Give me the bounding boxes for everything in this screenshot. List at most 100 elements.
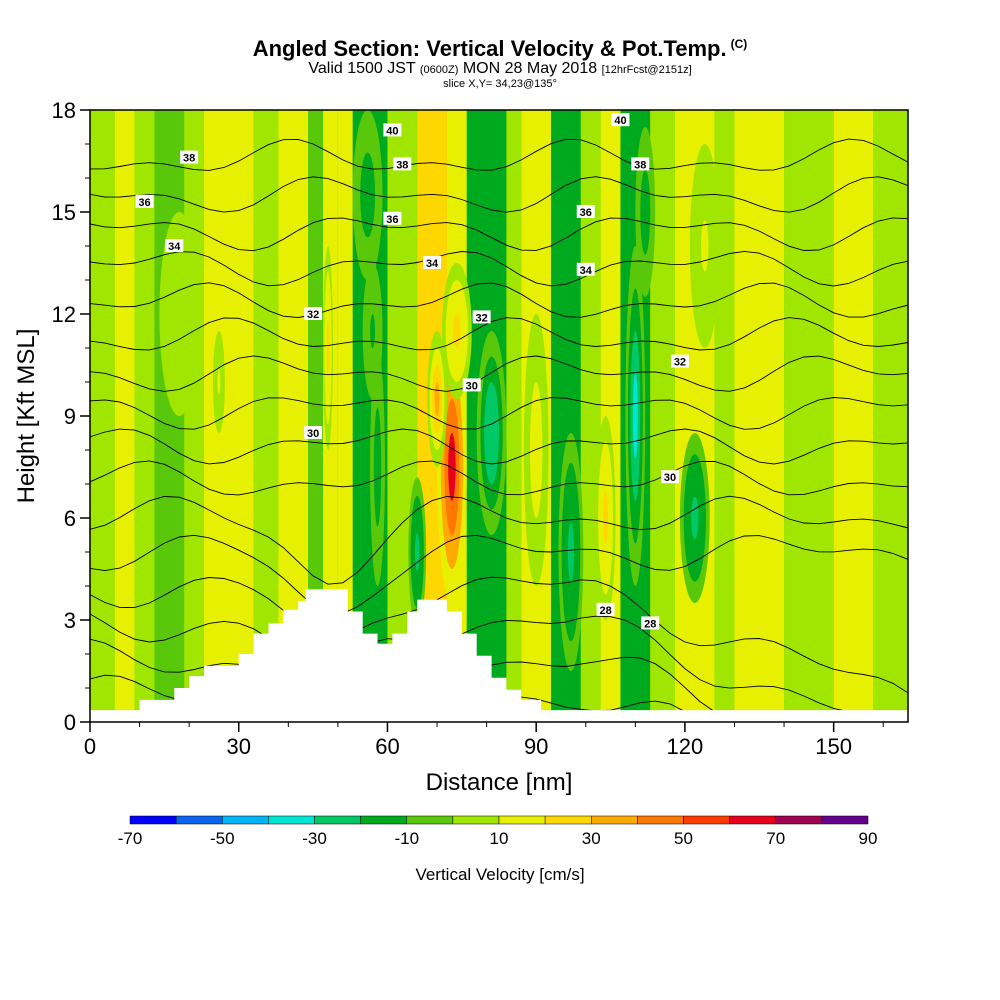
- velocity-cell: [567, 522, 574, 582]
- contour-label-text: 38: [183, 153, 195, 165]
- velocity-band: [204, 110, 254, 722]
- contour-label-bg: [383, 123, 402, 137]
- colorbar-swatch: [498, 815, 546, 825]
- theta-contour: [90, 355, 908, 392]
- contour-label-bg: [576, 205, 595, 218]
- theta-contour: [90, 613, 908, 713]
- contour-label: 30: [661, 470, 680, 484]
- contour-label: 40: [611, 113, 630, 127]
- theta-contours: [90, 138, 908, 713]
- theta-contour: [90, 428, 908, 465]
- contour-label-text: 40: [386, 125, 398, 137]
- contour-label-bg: [596, 602, 615, 616]
- y-tick-label: 9: [64, 404, 76, 429]
- velocity-cell: [363, 173, 372, 217]
- chart-title-text: Angled Section: Vertical Velocity & Pot.…: [252, 36, 727, 61]
- colorbar-title: Vertical Velocity [cm/s]: [415, 865, 584, 884]
- theta-contour: [90, 250, 908, 287]
- colorbar-swatch: [821, 815, 869, 825]
- theta-contour: [90, 495, 908, 585]
- velocity-cell: [533, 416, 540, 484]
- slice-label: slice X,Y= 34,23@135°: [443, 78, 557, 90]
- contour-label: 28: [641, 616, 660, 630]
- contour-label-bg: [670, 354, 689, 368]
- theta-contour: [90, 576, 908, 694]
- contour-label-text: 36: [138, 197, 150, 209]
- contour-labels: 40 40 38 38 38 36 36 36 34 34 34 32 32 32 30 30 30 28 28: [135, 113, 689, 630]
- velocity-band: [114, 110, 135, 722]
- x-tick-label: 60: [375, 734, 399, 759]
- x-tick-label: 30: [226, 734, 250, 759]
- velocity-cell: [448, 433, 456, 501]
- colorbar-swatch: [591, 815, 638, 825]
- colorbar-swatch: [452, 815, 500, 825]
- colorbar-tick-label: -50: [210, 829, 235, 848]
- contour-label: 36: [576, 205, 595, 219]
- contour-label-text: 38: [634, 159, 646, 171]
- contour-label-text: 30: [664, 472, 676, 484]
- terrain: [90, 589, 908, 722]
- colorbar-swatch: [406, 815, 454, 825]
- subtitle-valid: Valid 1500 JST: [308, 60, 416, 77]
- colorbar-swatch: [268, 815, 315, 825]
- velocity-cell: [701, 220, 709, 272]
- colorbar-swatch: [129, 815, 177, 825]
- colorbar-tick-label: 30: [582, 829, 601, 848]
- velocity-band: [134, 110, 155, 722]
- contour-label-text: 30: [307, 428, 319, 440]
- theta-contour: [90, 534, 908, 614]
- contour-label: 36: [383, 211, 402, 226]
- colorbar-tick-label: -70: [118, 829, 143, 848]
- theta-contour: [90, 176, 908, 213]
- contour-label: 34: [423, 256, 442, 270]
- velocity-cell: [691, 496, 699, 540]
- contour-label-bg: [641, 616, 660, 630]
- velocity-cell: [453, 314, 461, 348]
- contour-label-text: 36: [580, 207, 592, 219]
- colorbar-tick-label: 50: [674, 829, 693, 848]
- contour-label-text: 28: [599, 605, 611, 617]
- velocity-cell: [632, 373, 638, 459]
- contour-label-bg: [135, 194, 154, 208]
- contour-label-bg: [631, 157, 650, 171]
- x-tick-label: 120: [667, 734, 704, 759]
- y-tick-label: 0: [64, 710, 76, 735]
- contour-label: 38: [393, 157, 412, 171]
- plot-area: 40 40 38 38 38 36 36 36 34 34 34 32 32 32 30 30 30 28 28: [89, 109, 909, 723]
- contour-label-bg: [304, 426, 323, 439]
- y-axis-title: Height [Kft MSL]: [13, 329, 40, 504]
- velocity-band: [308, 110, 324, 722]
- contour-label-bg: [661, 470, 680, 484]
- colorbar-swatch: [683, 815, 730, 825]
- y-tick-label: 15: [52, 200, 76, 225]
- y-tick-label: 12: [52, 302, 76, 327]
- contour-label: 32: [304, 307, 323, 321]
- contour-label: 30: [462, 378, 481, 392]
- velocity-cell: [434, 382, 440, 416]
- x-tick-label: 0: [84, 734, 96, 759]
- colorbar-swatch: [775, 815, 823, 825]
- title-mark: (C): [730, 36, 748, 51]
- contour-label: 38: [180, 150, 199, 165]
- velocity-band: [784, 110, 834, 722]
- x-axis: 0 30 60 90 120 150: [84, 722, 884, 759]
- contour-label: 34: [576, 262, 595, 277]
- chart-subtitle: Valid 1500 JST (0600Z) MON 28 May 2018 […: [0, 60, 1000, 78]
- contour-label-bg: [165, 239, 184, 252]
- velocity-cell: [642, 190, 648, 234]
- contour-label-bg: [462, 378, 481, 392]
- theta-contour: [90, 282, 908, 318]
- contour-label-text: 28: [644, 618, 656, 630]
- contour-label: 32: [670, 354, 689, 369]
- colorbar-swatch: [729, 815, 776, 825]
- velocity-band: [580, 110, 601, 722]
- x-axis-title: Distance [nm]: [426, 769, 573, 796]
- contour-label-bg: [383, 211, 402, 225]
- colorbar-swatch: [637, 815, 684, 825]
- colorbar-tick-label: 90: [859, 829, 878, 848]
- theta-contour: [90, 397, 908, 430]
- contour-label-bg: [576, 262, 595, 276]
- colorbar-tick-label: 10: [490, 829, 509, 848]
- contour-label-bg: [472, 310, 491, 324]
